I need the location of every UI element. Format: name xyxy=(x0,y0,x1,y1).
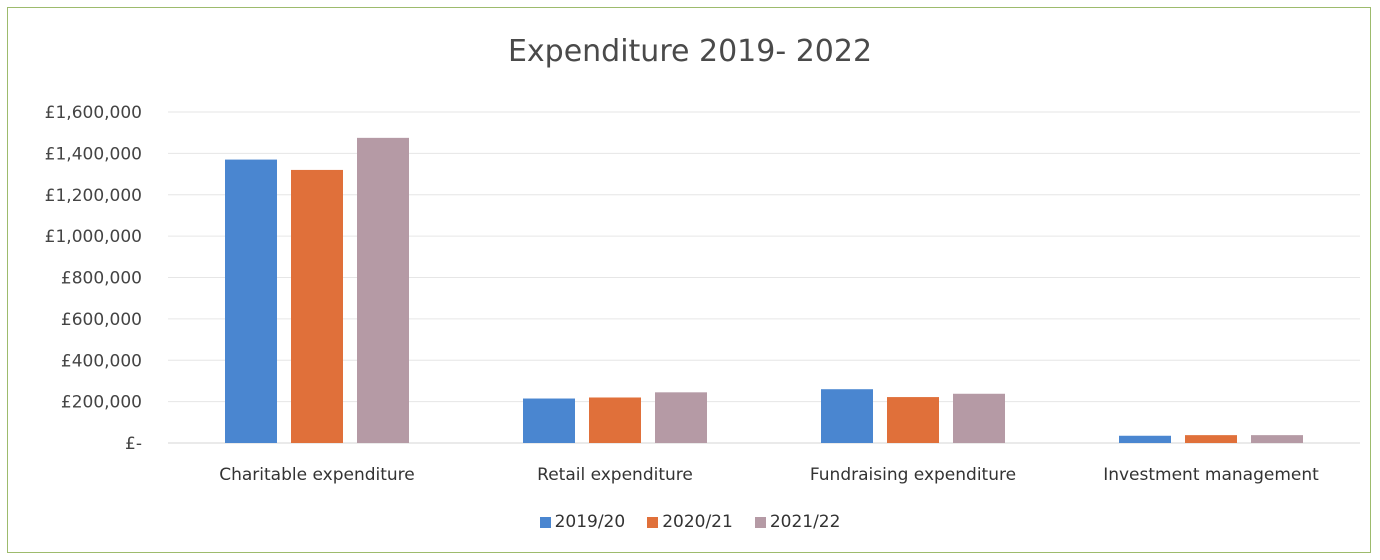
bar xyxy=(655,392,707,443)
legend: 2019/20 2020/21 2021/22 xyxy=(0,512,1380,532)
bar xyxy=(1251,435,1303,443)
y-tick-label: £1,600,000 xyxy=(45,103,142,123)
y-tick-label: £1,200,000 xyxy=(45,186,142,206)
y-axis-ticks: £- £200,000 £400,000 £600,000 £800,000 £1,000… xyxy=(45,103,142,454)
bar xyxy=(1119,435,1171,443)
bar xyxy=(291,169,343,444)
bar xyxy=(523,398,575,443)
legend-item: 2021/22 xyxy=(754,512,841,532)
legend-swatch xyxy=(647,516,659,528)
bar xyxy=(589,397,641,443)
category-label: Fundraising expenditure xyxy=(810,465,1016,485)
y-tick-label: £800,000 xyxy=(61,269,142,289)
y-tick-label: £1,400,000 xyxy=(45,144,142,164)
legend-swatch xyxy=(754,516,766,528)
bar xyxy=(887,397,939,443)
legend-item: 2020/21 xyxy=(647,512,733,532)
bar xyxy=(821,389,873,443)
bars xyxy=(225,137,1303,444)
category-label: Charitable expenditure xyxy=(219,465,415,485)
y-tick-label: £200,000 xyxy=(61,393,142,413)
bar xyxy=(953,393,1005,443)
legend-swatch xyxy=(539,516,551,528)
chart-title: Expenditure 2019- 2022 xyxy=(507,34,873,69)
legend-item: 2019/20 xyxy=(539,512,626,532)
y-tick-label: £- xyxy=(125,434,142,454)
category-labels: Charitable expenditure Retail expenditure… xyxy=(219,465,1319,485)
legend-label: 2020/21 xyxy=(662,512,733,532)
legend-label: 2021/22 xyxy=(769,512,841,532)
y-tick-label: £400,000 xyxy=(61,351,142,371)
y-tick-label: £600,000 xyxy=(61,310,142,330)
bar xyxy=(225,159,277,444)
y-tick-label: £1,000,000 xyxy=(45,227,142,247)
bar xyxy=(1185,435,1237,443)
legend-label: 2019/20 xyxy=(554,512,626,532)
category-label: Investment management xyxy=(1103,465,1319,485)
bar xyxy=(357,137,409,443)
gridlines xyxy=(168,111,1360,444)
category-label: Retail expenditure xyxy=(537,465,693,485)
